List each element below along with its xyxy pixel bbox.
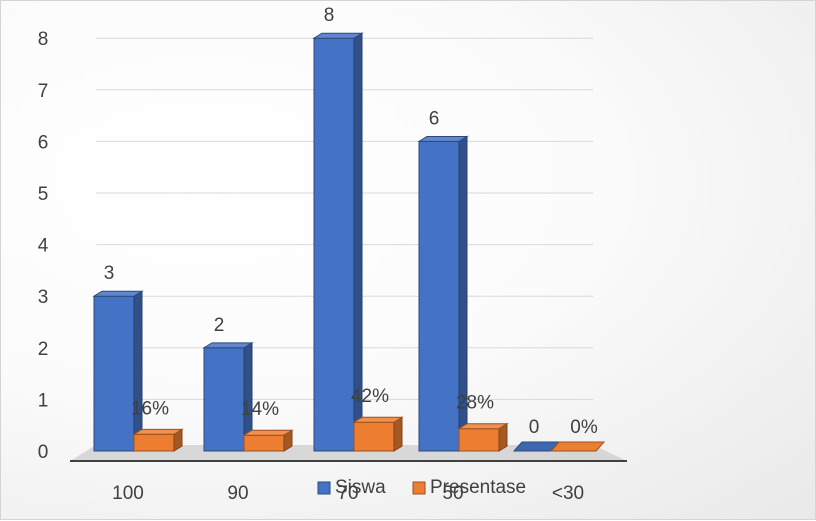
data-label-presentase: 14% xyxy=(241,399,279,420)
x-tick-label: 100 xyxy=(112,483,144,504)
bar-side xyxy=(393,416,403,452)
bar-presentase xyxy=(352,416,404,452)
y-tick-label: 0 xyxy=(38,442,49,463)
bar-front xyxy=(203,347,245,452)
legend-presentase-label: Presentase xyxy=(430,477,526,498)
bar-front xyxy=(313,37,355,452)
legend-siswa-label: Siswa xyxy=(335,477,386,498)
data-label-presentase: 0% xyxy=(570,417,598,438)
y-tick-label: 4 xyxy=(38,236,49,257)
bar-front xyxy=(458,428,500,452)
bar-top xyxy=(92,290,144,297)
bar-presentase xyxy=(549,441,606,452)
y-tick-label: 2 xyxy=(38,339,49,360)
data-label-presentase: 42% xyxy=(351,386,389,407)
data-label-siswa: 8 xyxy=(324,5,335,26)
bar-front xyxy=(418,140,460,452)
bar-front xyxy=(243,434,285,452)
legend-siswa-swatch xyxy=(317,481,331,495)
y-tick-label: 5 xyxy=(38,184,49,205)
data-label-siswa: 6 xyxy=(429,108,440,129)
x-tick-label: 70 xyxy=(337,483,358,504)
bar-top xyxy=(457,423,509,430)
x-tick-label: 50 xyxy=(442,483,463,504)
bars xyxy=(92,32,606,452)
data-label-siswa: 3 xyxy=(104,263,115,284)
legend-presentase: Presentase xyxy=(412,477,526,498)
x-tick-label: <30 xyxy=(552,483,584,504)
y-tick-label: 8 xyxy=(38,29,49,50)
data-label-presentase: 16% xyxy=(131,398,169,419)
bar-front xyxy=(353,421,395,452)
y-tick-label: 6 xyxy=(38,132,49,153)
data-labels: 3 16% 2 14% 8 42% 6 28% 0 0% xyxy=(104,5,598,438)
y-tick-label: 7 xyxy=(38,81,49,102)
y-tick-label: 1 xyxy=(38,390,49,411)
bar-siswa xyxy=(202,341,254,452)
bar-top xyxy=(312,32,364,39)
bar-front xyxy=(93,295,135,452)
legend-presentase-swatch xyxy=(412,481,426,495)
bar-siswa xyxy=(417,135,469,452)
bar-presentase xyxy=(132,428,184,452)
bar-front xyxy=(133,433,175,452)
bar-side xyxy=(133,290,143,452)
y-tick-label: 3 xyxy=(38,287,49,308)
bar-top xyxy=(242,429,294,436)
bar-presentase xyxy=(242,429,294,452)
bar-top xyxy=(417,135,469,142)
legend-siswa: Siswa xyxy=(317,477,386,498)
bar-siswa xyxy=(92,290,144,452)
x-tick-label: 90 xyxy=(227,483,248,504)
bar-siswa xyxy=(312,32,364,452)
bar-top xyxy=(132,428,184,435)
bar-top xyxy=(352,416,404,423)
legend: Siswa Presentase xyxy=(317,477,526,498)
bar-presentase xyxy=(457,422,509,452)
bar-top xyxy=(202,342,254,349)
data-label-siswa: 2 xyxy=(214,315,225,336)
data-label-siswa: 0 xyxy=(529,417,540,438)
data-label-presentase: 28% xyxy=(456,393,494,414)
